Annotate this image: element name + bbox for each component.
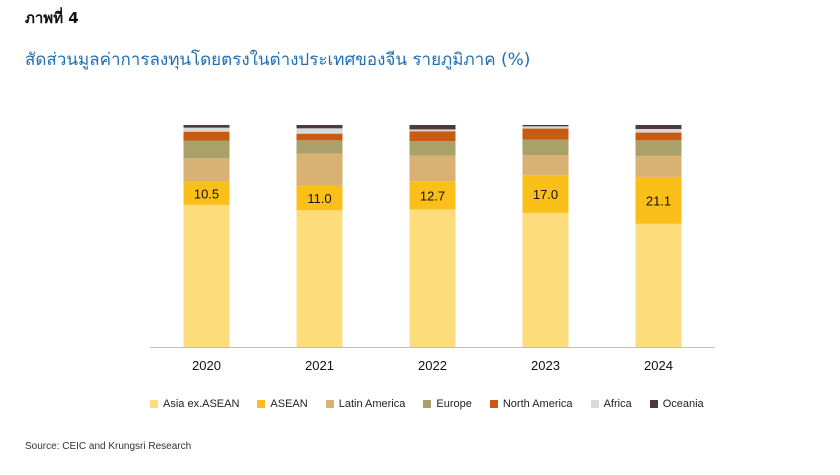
bar-segment-latin-america-2023 xyxy=(522,155,569,176)
bar-segment-latin-america-2020 xyxy=(183,158,230,182)
bar-segment-europe-2024 xyxy=(635,140,682,156)
bar-segment-asia-ex-asean-2020 xyxy=(183,204,230,347)
legend-label-latin-america: Latin America xyxy=(338,398,406,410)
bar-segment-asia-ex-asean-2024 xyxy=(635,223,682,347)
bar-segment-asia-ex-asean-2022 xyxy=(409,209,456,347)
legend-item-north-america: North America xyxy=(489,398,573,410)
bar-segment-europe-2020 xyxy=(183,140,230,159)
legend-label-europe: Europe xyxy=(436,398,472,410)
bar-segment-africa-2023 xyxy=(522,126,569,129)
bar-segment-europe-2022 xyxy=(409,141,456,156)
chart-legend: Asia ex.ASEAN ASEAN Latin America Europe Nor… xyxy=(150,398,704,410)
bar-segment-north-america-2024 xyxy=(635,132,682,141)
bar-segment-asean-2020 xyxy=(183,181,230,205)
legend-swatch-asia-ex-asean xyxy=(150,400,158,408)
legend-swatch-latin-america xyxy=(325,400,334,408)
bar-segment-asean-2021 xyxy=(296,185,343,211)
bar-segment-oceania-2021 xyxy=(296,125,343,129)
legend-swatch-asean xyxy=(257,400,266,408)
data-label-2024: 21.1 xyxy=(646,193,671,208)
bar-segment-africa-2022 xyxy=(409,129,456,132)
bar-segment-north-america-2023 xyxy=(522,128,569,140)
bar-segment-north-america-2022 xyxy=(409,131,456,142)
legend-item-asean: ASEAN xyxy=(257,398,308,410)
x-tick-label-2024: 2024 xyxy=(644,358,673,373)
source-note: Source: CEIC and Krungsri Research xyxy=(25,441,192,452)
bar-segment-oceania-2023 xyxy=(522,125,569,127)
legend-item-europe: Europe xyxy=(423,398,472,410)
bar-segment-latin-america-2024 xyxy=(635,155,682,177)
bar-segment-north-america-2020 xyxy=(183,131,230,141)
bar-segment-europe-2023 xyxy=(522,139,569,156)
legend-item-asia-ex-asean: Asia ex.ASEAN xyxy=(150,398,239,410)
legend-label-asia-ex-asean: Asia ex.ASEAN xyxy=(163,398,240,410)
bar-segment-oceania-2022 xyxy=(409,125,456,130)
data-label-2021: 11.0 xyxy=(307,191,331,206)
bar-segment-europe-2021 xyxy=(296,140,343,154)
data-label-2023: 17.0 xyxy=(533,187,558,202)
x-tick-label-2021: 2021 xyxy=(305,358,334,373)
legend-item-latin-america: Latin America xyxy=(325,398,406,410)
x-tick-label-2022: 2022 xyxy=(418,358,447,373)
bar-segment-africa-2024 xyxy=(635,128,682,133)
legend-label-africa: Africa xyxy=(603,398,632,410)
x-tick-label-2020: 2020 xyxy=(192,358,221,373)
legend-swatch-africa xyxy=(590,400,599,408)
bar-segment-north-america-2021 xyxy=(296,133,343,141)
legend-label-north-america: North America xyxy=(502,398,573,410)
bar-segment-africa-2021 xyxy=(296,128,343,134)
bar-segment-oceania-2020 xyxy=(183,125,230,128)
bar-segment-latin-america-2022 xyxy=(409,155,456,182)
bar-segment-asia-ex-asean-2021 xyxy=(296,210,343,347)
data-label-2020: 10.5 xyxy=(194,186,219,201)
legend-swatch-north-america xyxy=(489,400,498,408)
legend-item-oceania: Oceania xyxy=(649,398,704,410)
bar-segment-oceania-2024 xyxy=(635,125,682,129)
bar-segment-latin-america-2021 xyxy=(296,153,343,186)
legend-label-asean: ASEAN xyxy=(270,398,308,410)
bar-segment-asean-2023 xyxy=(522,175,569,213)
legend-swatch-europe xyxy=(423,400,432,408)
legend-swatch-oceania xyxy=(649,400,658,408)
bar-segment-africa-2020 xyxy=(183,127,230,132)
bar-segment-asean-2022 xyxy=(409,181,456,210)
chart-title: สัดส่วนมูลค่าการลงทุนโดยตรงในต่างประเทศข… xyxy=(25,50,531,70)
bar-segment-asia-ex-asean-2023 xyxy=(522,212,569,347)
figure-label: ภาพที่ 4 xyxy=(25,9,79,27)
x-tick-label-2023: 2023 xyxy=(531,358,560,373)
legend-item-africa: Africa xyxy=(590,398,632,410)
legend-label-oceania: Oceania xyxy=(662,398,704,410)
bar-segment-asean-2024 xyxy=(635,176,682,224)
data-label-2022: 12.7 xyxy=(420,188,445,203)
